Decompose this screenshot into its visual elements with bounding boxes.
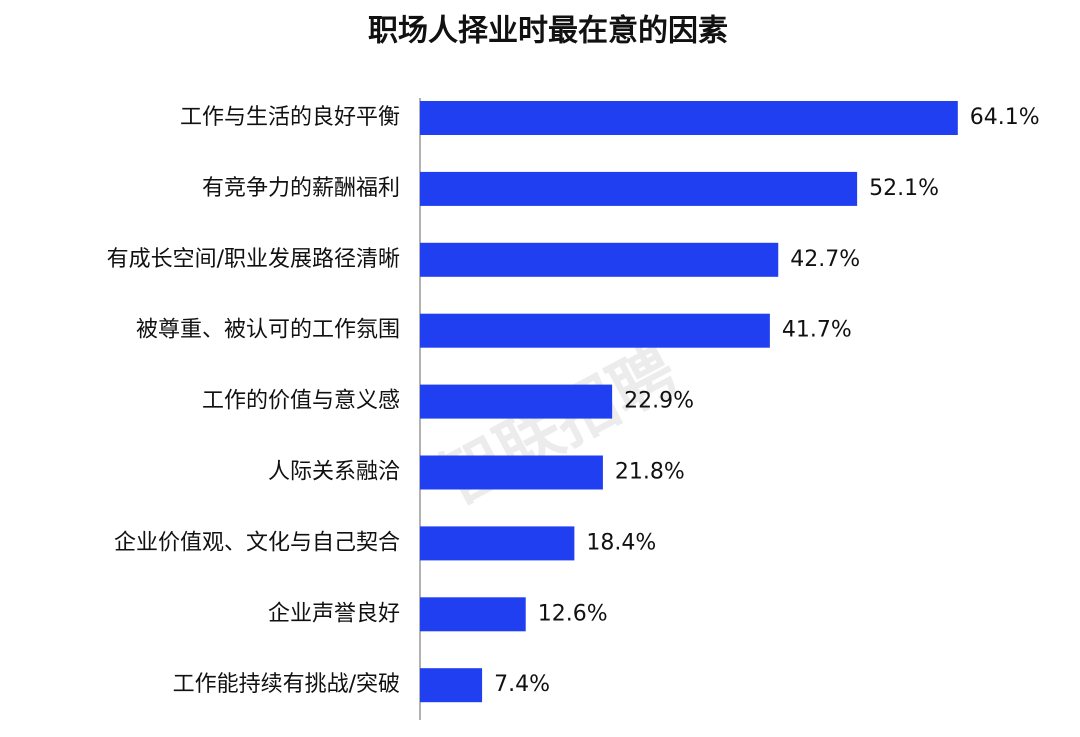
category-label: 人际关系融洽 [268, 460, 400, 485]
category-label: 企业声誉良好 [268, 601, 400, 626]
bar [420, 171, 858, 206]
bar [420, 242, 779, 277]
watermark: 智联招聘 [428, 334, 689, 520]
category-label: 工作与生活的良好平衡 [180, 105, 400, 130]
bar [420, 597, 526, 632]
category-label: 有成长空间/职业发展路径清晰 [107, 247, 400, 272]
value-label: 52.1% [869, 176, 939, 201]
value-label: 7.4% [494, 672, 550, 697]
category-label: 工作能持续有挑战/突破 [173, 672, 400, 697]
chart-title: 职场人择业时最在意的因素 [368, 14, 728, 49]
category-label: 工作的价值与意义感 [202, 389, 400, 414]
value-label: 12.6% [538, 601, 608, 626]
bar [420, 101, 958, 135]
value-label: 22.9% [624, 389, 694, 414]
value-label: 64.1% [970, 105, 1040, 130]
bar [420, 384, 613, 419]
value-label: 41.7% [782, 318, 852, 343]
value-label: 18.4% [586, 530, 656, 555]
value-label: 42.7% [790, 247, 860, 272]
bar [420, 668, 483, 703]
bar [420, 455, 603, 490]
bar [420, 526, 575, 561]
value-label: 21.8% [615, 460, 685, 485]
category-label: 被尊重、被认可的工作氛围 [136, 318, 400, 343]
category-label: 企业价值观、文化与自己契合 [114, 530, 400, 555]
category-label: 有竞争力的薪酬福利 [202, 176, 400, 201]
bar [420, 313, 770, 348]
